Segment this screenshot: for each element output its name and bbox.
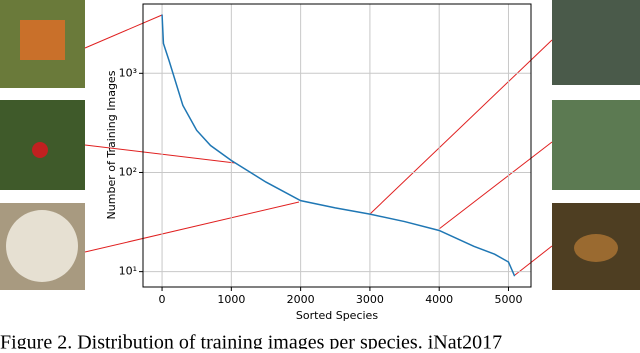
y-axis-label: Number of Training Images: [105, 70, 118, 219]
pointer-lines: [84, 14, 553, 276]
caption: Figure 2. Distribution of training image…: [0, 332, 502, 349]
x-tick-label: 2000: [287, 293, 315, 306]
plot-frame: [142, 3, 532, 288]
x-tick-label: 4000: [425, 293, 453, 306]
photo-moss: [552, 0, 640, 85]
line: [161, 14, 516, 277]
photo-butterfly-wing: [20, 20, 65, 60]
y-tick-label: 10²: [119, 165, 137, 178]
y-tick-label: 10³: [119, 66, 137, 79]
x-tick-label: 3000: [356, 293, 384, 306]
x-tick-label: 0: [159, 293, 166, 306]
y-tick-label: 10¹: [119, 265, 137, 278]
pointer: [514, 245, 553, 276]
x-tick-label: 5000: [494, 293, 522, 306]
pointer: [84, 14, 163, 49]
pointer: [369, 39, 553, 215]
pointer: [84, 144, 236, 164]
photo-sanddollar-shell: [6, 210, 78, 282]
photo-flower: [552, 100, 640, 190]
x-axis-label: Sorted Species: [296, 309, 378, 322]
photo-berry: [32, 142, 48, 158]
x-tick-label: 1000: [217, 293, 245, 306]
photo-cicada-body: [574, 234, 618, 262]
pointer: [84, 201, 300, 253]
pointer: [438, 141, 553, 230]
